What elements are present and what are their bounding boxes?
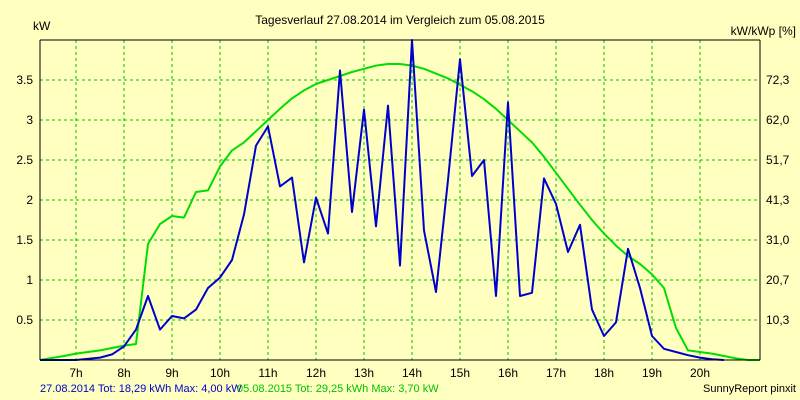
y-right-tick-label: 62,0 — [766, 113, 790, 127]
x-axis-ticks: 7h 8h 9h 10h 11h 12h 13h 14h 15h 16h 17h 18h 19h 20h — [69, 366, 710, 380]
series-lines — [39, 39, 760, 361]
y-axis-left-label: kW — [33, 19, 51, 33]
x-tick-label: 7h — [69, 366, 82, 380]
x-tick-label: 20h — [690, 366, 710, 380]
series-line-05-08-2015 — [39, 63, 760, 361]
x-tick-label: 12h — [306, 366, 326, 380]
grid-lines — [40, 40, 760, 360]
legend-series-2014: 27.08.2014 Tot: 18,29 kWh Max: 4,00 kW — [40, 383, 242, 395]
legend-series-2015: 05.08.2015 Tot: 29,25 kWh Max: 3,70 kW — [237, 383, 439, 395]
y-left-tick-label: 0.5 — [16, 313, 33, 327]
x-tick-label: 15h — [450, 366, 470, 380]
x-tick-label: 10h — [210, 366, 230, 380]
x-tick-label: 9h — [165, 366, 178, 380]
y-right-tick-label: 20,7 — [766, 273, 790, 287]
y-left-tick-label: 2 — [26, 193, 33, 207]
y-left-tick-label: 1 — [26, 273, 33, 287]
y-left-tick-label: 2.5 — [16, 153, 33, 167]
x-tick-label: 16h — [498, 366, 518, 380]
y-right-tick-label: 51,7 — [766, 153, 790, 167]
series-line-27-08-2014 — [40, 39, 725, 361]
x-tick-label: 19h — [642, 366, 662, 380]
x-tick-label: 8h — [117, 366, 130, 380]
y-right-tick-label: 72,3 — [766, 73, 790, 87]
chart-title: Tagesverlauf 27.08.2014 im Vergleich zum… — [255, 13, 545, 27]
x-tick-label: 17h — [546, 366, 566, 380]
x-tick-label: 13h — [354, 366, 374, 380]
y-left-tick-label: 3 — [26, 113, 33, 127]
y-right-tick-label: 31,0 — [766, 233, 790, 247]
x-tick-label: 18h — [594, 366, 614, 380]
y-left-tick-label: 3.5 — [16, 73, 33, 87]
y-axis-left-ticks: 0.5 1 1.5 2 2.5 3 3.5 — [16, 73, 33, 327]
y-axis-right-ticks: 10,3 20,7 31,0 41,3 51,7 62,0 72,3 — [766, 73, 790, 327]
credit-text: SunnyReport pinxit — [703, 383, 796, 395]
y-axis-right-label: kW/kWp [%] — [731, 24, 796, 38]
y-left-tick-label: 1.5 — [16, 233, 33, 247]
x-tick-label: 11h — [258, 366, 277, 380]
y-right-tick-label: 10,3 — [766, 313, 790, 327]
y-right-tick-label: 41,3 — [766, 193, 790, 207]
x-tick-label: 14h — [402, 366, 422, 380]
